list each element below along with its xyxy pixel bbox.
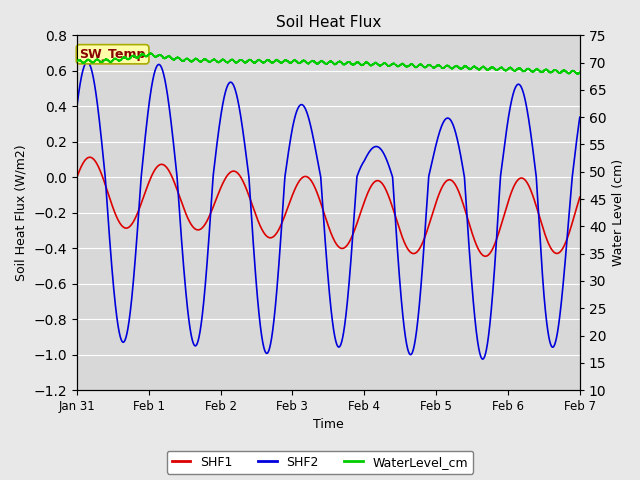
X-axis label: Time: Time [313,419,344,432]
Legend: SHF1, SHF2, WaterLevel_cm: SHF1, SHF2, WaterLevel_cm [166,451,474,474]
Title: Soil Heat Flux: Soil Heat Flux [276,15,381,30]
Text: SW_Temp: SW_Temp [79,48,146,61]
Y-axis label: Water Level (cm): Water Level (cm) [612,159,625,266]
Y-axis label: Soil Heat Flux (W/m2): Soil Heat Flux (W/m2) [15,144,28,281]
